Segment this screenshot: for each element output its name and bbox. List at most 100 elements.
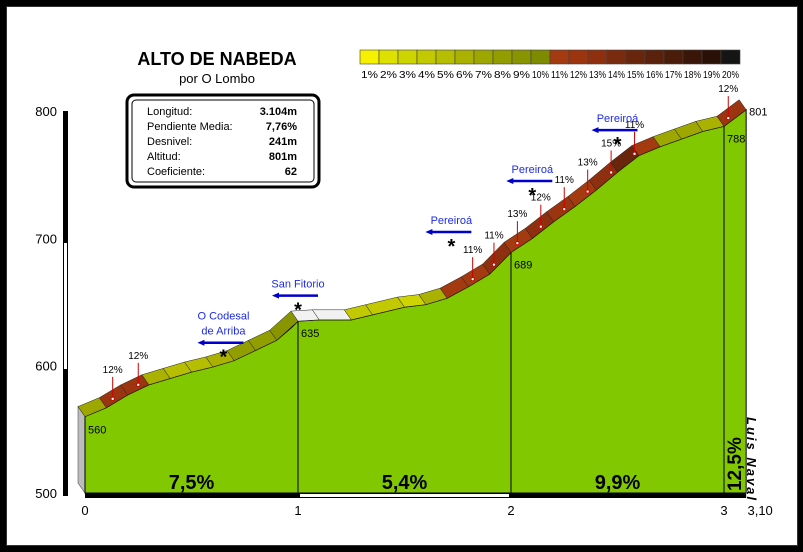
place-asterisk: *: [294, 300, 302, 322]
info-label: Pendiente Media:: [147, 121, 233, 133]
place-asterisk: *: [220, 347, 228, 369]
place-asterisk: *: [614, 134, 622, 156]
scale-label: 5%: [437, 70, 454, 81]
info-box-inner: [131, 99, 315, 183]
scale-swatch: [473, 49, 494, 65]
scale-label: 9%: [513, 70, 530, 81]
scale-swatch: [644, 49, 665, 65]
slope-segment: [716, 99, 747, 127]
scale-swatch: [359, 49, 380, 65]
slope-callout-label: 11%: [555, 175, 574, 186]
place-name: Pereiroá: [597, 113, 639, 125]
scale-swatch: [606, 49, 627, 65]
place-arrow-head: [591, 127, 599, 134]
scale-swatch: [397, 49, 418, 65]
scale-swatch: [682, 49, 703, 65]
scale-label: 19%: [703, 70, 720, 81]
slope-callout-label: 15%: [601, 138, 621, 149]
author-signature: Luis Naval: [744, 417, 759, 502]
info-value: 7,76%: [266, 121, 297, 133]
place-name: Pereiroá: [431, 215, 473, 227]
km-altitude-label: 560: [88, 425, 106, 437]
scale-label: 12%: [570, 70, 587, 81]
scale-swatch: [701, 49, 722, 65]
scale-label: 4%: [418, 70, 435, 81]
slope-callout-label: 12%: [128, 351, 148, 362]
scale-swatch: [549, 49, 570, 65]
x-axis-bar-gap: [300, 494, 509, 497]
scale-swatch: [435, 49, 456, 65]
y-tick-label: 800: [35, 104, 57, 119]
km-altitude-label: 689: [514, 259, 532, 271]
scale-swatch: [663, 49, 684, 65]
place-arrow-head: [506, 178, 514, 185]
x-tick-label: 3: [720, 503, 727, 518]
profile-side-face: [77, 405, 86, 494]
slope-callout-dot: [609, 170, 614, 175]
km-altitude-label: 635: [301, 328, 319, 340]
scale-label: 6%: [456, 70, 473, 81]
slope-callout-label: 12%: [718, 84, 738, 95]
x-tick-label: 3,10: [747, 503, 772, 518]
slope-callout-dot: [585, 189, 590, 194]
info-label: Altitud:: [147, 151, 181, 163]
scale-label: 11%: [551, 70, 568, 81]
y-tick-label: 500: [35, 486, 57, 501]
slope-callout-dot: [110, 396, 115, 401]
x-tick-label: 2: [507, 503, 514, 518]
scale-label: 14%: [608, 70, 625, 81]
place-asterisk: *: [447, 236, 455, 258]
scale-label: 3%: [399, 70, 416, 81]
scale-swatch: [492, 49, 513, 65]
scale-swatch: [416, 49, 437, 65]
info-box: [125, 93, 321, 189]
place-arrow-head: [272, 292, 279, 299]
scale-label: 8%: [494, 70, 511, 81]
scale-swatch: [625, 49, 646, 65]
scale-label: 15%: [627, 70, 644, 81]
scale-swatch: [378, 49, 399, 65]
slope-callout-label: 13%: [578, 158, 598, 169]
scale-label: 17%: [665, 70, 682, 81]
summit-altitude-label: 801: [749, 107, 767, 119]
chart-subtitle: por O Lombo: [179, 71, 255, 86]
scale-label: 20%: [722, 70, 739, 81]
slope-callout-dot: [491, 262, 496, 267]
km-average-gradient: 12,5%: [725, 437, 746, 491]
y-tick-label: 600: [35, 359, 57, 374]
altitude-profile-chart: ALTO DE NABEDA por O Lombo Longitud: 3.104m…: [35, 49, 773, 518]
slope-callout-dot: [470, 277, 475, 282]
scale-swatch: [568, 49, 589, 65]
slope-callout-label: 11%: [463, 245, 482, 256]
x-tick-label: 1: [294, 503, 301, 518]
scale-swatch: [587, 49, 608, 65]
place-name: O Codesal: [197, 311, 249, 323]
chart-frame: ALTO DE NABEDA por O Lombo Longitud: 3.104m…: [6, 6, 798, 546]
scale-swatch: [511, 49, 532, 65]
info-label: Desnivel:: [147, 136, 192, 148]
info-value: 801m: [269, 151, 297, 163]
place-arrow-head: [425, 228, 433, 235]
info-label: Coeficiente:: [147, 166, 205, 178]
scale-label: 7%: [475, 70, 492, 81]
scale-swatch: [454, 49, 475, 65]
chart-title: ALTO DE NABEDA: [137, 49, 296, 69]
info-value: 62: [285, 166, 297, 178]
slope-callout-label: 12%: [103, 365, 123, 376]
info-value: 241m: [269, 136, 297, 148]
slope-callout-dot: [632, 151, 637, 156]
slope-callout-dot: [515, 241, 520, 246]
scale-label: 16%: [646, 70, 663, 81]
km-average-gradient: 9,9%: [595, 472, 641, 494]
x-tick-label: 0: [81, 503, 88, 518]
place-arrow-head: [197, 339, 205, 346]
km-average-gradient: 7,5%: [169, 472, 215, 494]
place-asterisk: *: [528, 185, 536, 207]
info-label: Longitud:: [147, 106, 192, 118]
scale-swatch: [530, 49, 551, 65]
scale-label: 1%: [361, 70, 378, 81]
place-name: de Arriba: [201, 326, 246, 338]
y-axis-bar-gap: [64, 243, 67, 369]
km-altitude-label: 788: [727, 133, 745, 145]
scale-label: 10%: [532, 70, 549, 81]
